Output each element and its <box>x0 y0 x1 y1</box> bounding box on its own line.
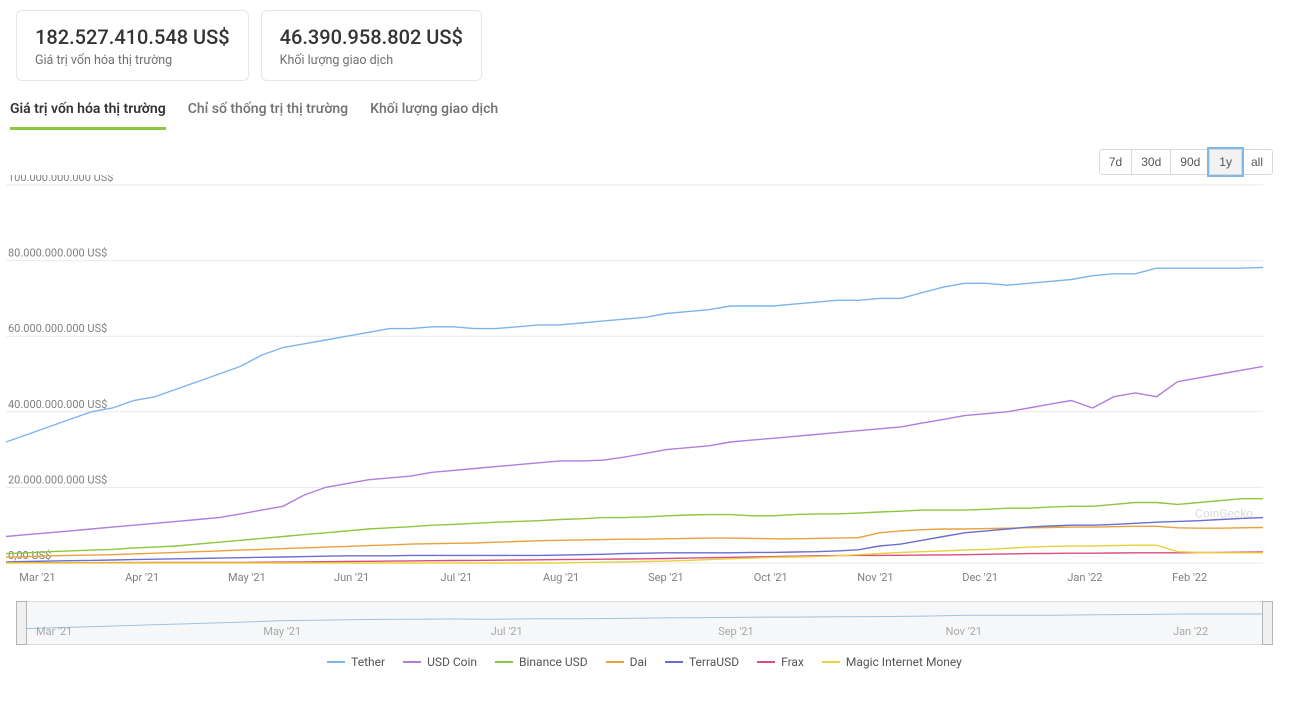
stat-value: 46.390.958.802 US$ <box>280 25 463 49</box>
y-tick-label: 80.000.000.000 US$ <box>8 247 107 260</box>
y-tick-label: 40.000.000.000 US$ <box>8 398 107 411</box>
legend-label: Magic Internet Money <box>846 655 962 669</box>
y-tick-label: 60.000.000.000 US$ <box>8 322 107 335</box>
main-chart-container: 0,00 US$20.000.000.000 US$40.000.000.000… <box>0 175 1289 595</box>
range-1y[interactable]: 1y <box>1209 149 1242 175</box>
legend-label: TerraUSD <box>689 655 739 669</box>
range-row: 7d30d90d1yall <box>0 131 1289 175</box>
nav-handle-right[interactable] <box>1263 602 1273 645</box>
x-tick-label: Nov '21 <box>857 571 893 584</box>
nav-x-label: Jan '22 <box>1173 625 1208 638</box>
stat-card-marketcap: 182.527.410.548 US$ Giá trị vốn hóa thị … <box>16 10 249 81</box>
range-90d[interactable]: 90d <box>1170 149 1210 175</box>
navigator-chart[interactable]: Mar '21 May '21 Jul '21 Sep '21 Nov '21 Jan '… <box>16 601 1273 645</box>
legend-swatch <box>665 661 683 663</box>
nav-x-label: Jul '21 <box>491 625 523 638</box>
legend-item-frax[interactable]: Frax <box>757 655 804 669</box>
x-tick-label: Aug '21 <box>543 571 579 584</box>
legend-label: Frax <box>781 655 804 669</box>
x-tick-label: Sep '21 <box>648 571 684 584</box>
legend-swatch <box>606 661 624 663</box>
x-tick-label: Feb '22 <box>1172 571 1207 584</box>
tab-1[interactable]: Chỉ số thống trị thị trường <box>188 101 348 130</box>
nav-handle-left[interactable] <box>17 602 27 645</box>
legend-label: USD Coin <box>427 655 477 669</box>
x-tick-label: Oct '21 <box>754 571 788 584</box>
x-tick-label: Dec '21 <box>962 571 998 584</box>
x-tick-label: May '21 <box>228 571 266 584</box>
legend-item-terrausd[interactable]: TerraUSD <box>665 655 739 669</box>
legend-swatch <box>822 661 840 663</box>
tab-0[interactable]: Giá trị vốn hóa thị trường <box>10 101 166 130</box>
range-all[interactable]: all <box>1241 149 1273 175</box>
x-tick-label: Jun '21 <box>334 571 369 584</box>
range-group: 7d30d90d1yall <box>1100 149 1273 175</box>
series-usd-coin <box>6 366 1263 536</box>
range-30d[interactable]: 30d <box>1131 149 1171 175</box>
x-tick-label: Apr '21 <box>125 571 159 584</box>
main-chart: 0,00 US$20.000.000.000 US$40.000.000.000… <box>0 175 1289 595</box>
navigator-container: Mar '21 May '21 Jul '21 Sep '21 Nov '21 Jan '… <box>0 595 1289 645</box>
y-tick-label: 100.000.000.000 US$ <box>8 175 113 184</box>
stat-label: Giá trị vốn hóa thị trường <box>35 53 230 68</box>
legend: Tether USD Coin Binance USD Dai TerraUSD Frax… <box>0 645 1289 687</box>
legend-label: Binance USD <box>519 655 588 669</box>
stat-card-volume: 46.390.958.802 US$ Khối lượng giao dịch <box>261 10 482 81</box>
stat-value: 182.527.410.548 US$ <box>35 25 230 49</box>
legend-item-dai[interactable]: Dai <box>606 655 647 669</box>
nav-x-label: Sep '21 <box>718 625 754 638</box>
y-tick-label: 20.000.000.000 US$ <box>8 473 107 486</box>
nav-x-label: Mar '21 <box>36 625 72 638</box>
legend-swatch <box>327 661 345 663</box>
series-tether <box>6 267 1263 442</box>
legend-label: Tether <box>351 655 385 669</box>
legend-item-tether[interactable]: Tether <box>327 655 385 669</box>
legend-item-binance-usd[interactable]: Binance USD <box>495 655 588 669</box>
legend-item-magic-internet-money[interactable]: Magic Internet Money <box>822 655 962 669</box>
stat-cards: 182.527.410.548 US$ Giá trị vốn hóa thị … <box>0 0 1289 81</box>
tab-2[interactable]: Khối lượng giao dịch <box>370 101 498 130</box>
x-tick-label: Jul '21 <box>441 571 473 584</box>
legend-item-usd-coin[interactable]: USD Coin <box>403 655 477 669</box>
legend-swatch <box>495 661 513 663</box>
nav-x-label: May '21 <box>263 625 301 638</box>
stat-label: Khối lượng giao dịch <box>280 53 463 68</box>
tab-row: Giá trị vốn hóa thị trường Chỉ số thống t… <box>0 81 1289 131</box>
legend-swatch <box>403 661 421 663</box>
legend-swatch <box>757 661 775 663</box>
legend-label: Dai <box>630 655 647 669</box>
x-tick-label: Jan '22 <box>1067 571 1102 584</box>
range-7d[interactable]: 7d <box>1099 149 1132 175</box>
nav-x-label: Nov '21 <box>946 625 982 638</box>
x-tick-label: Mar '21 <box>19 571 55 584</box>
